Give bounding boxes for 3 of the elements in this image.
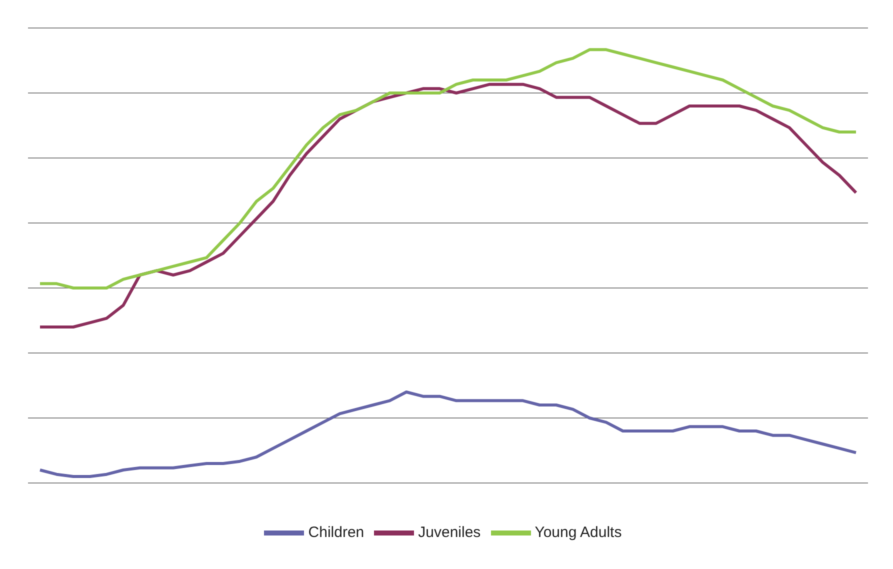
legend-label: Young Adults (534, 524, 622, 541)
legend-label: Juveniles (418, 524, 481, 541)
legend-label: Children (308, 524, 364, 541)
